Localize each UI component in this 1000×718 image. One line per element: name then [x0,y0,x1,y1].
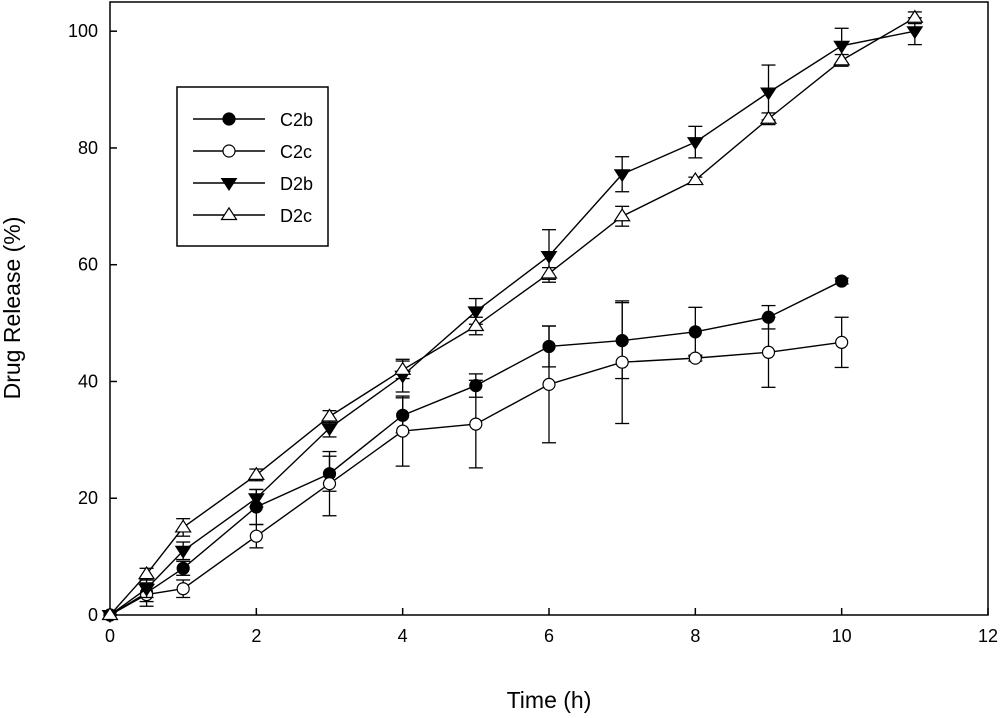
data-point-d2c [467,317,485,332]
data-point-c2c [469,417,483,431]
data-point-d2c [247,466,265,480]
legend-label-c2b: C2b [280,110,313,130]
data-point-d2b [247,493,265,507]
legend-marker-d2c [220,206,238,221]
x-tick-label: 4 [398,626,408,646]
data-point-d2b [906,26,924,40]
x-tick-label: 0 [105,626,115,646]
data-point-c2c [322,477,337,491]
data-point-d2c [833,52,851,66]
data-point-d2c [686,171,704,186]
legend-label-d2b: D2b [280,174,313,194]
data-point-c2c [542,377,556,391]
y-tick-label: 0 [88,605,98,625]
x-axis-title: Time (h) [507,687,592,713]
data-point-c2b [688,325,702,339]
data-point-d2c [613,208,631,222]
data-point-c2c [688,351,702,365]
x-tick-label: 8 [690,626,700,646]
data-point-d2b [321,423,338,437]
data-point-d2b [138,583,156,597]
data-point-c2c [835,335,849,349]
legend-label-c2c: C2c [280,142,312,162]
legend-box [176,86,329,247]
data-point-d2c [101,606,119,621]
x-tick-label: 2 [251,626,261,646]
y-tick-label: 40 [78,371,98,391]
data-point-d2c [320,408,339,422]
x-tick-label: 6 [544,626,554,646]
data-point-d2b [686,137,704,151]
data-point-d2c [394,361,412,375]
data-point-d2b [174,545,192,559]
series-d2c [101,9,924,621]
x-axis: 0 2 4 6 8 10 12 [105,608,998,646]
data-point-c2c [761,345,776,359]
y-tick-label: 60 [78,255,98,275]
data-point-d2b [760,87,777,101]
y-axis-title: Drug Release (%) [0,217,25,400]
legend-label-d2c: D2c [280,206,312,226]
data-point-d2c [906,9,924,23]
data-point-c2c [176,582,190,596]
legend-marker-d2b [220,178,238,192]
y-tick-label: 100 [68,21,98,41]
series-line-c2b [109,280,842,616]
legend: C2b C2c D2b D2c [176,86,329,247]
series-layer [101,9,924,624]
legend-marker-c2c [222,144,236,158]
data-point-d2c [759,110,778,124]
y-tick-label: 20 [78,488,98,508]
x-tick-label: 10 [832,626,852,646]
y-tick-label: 80 [78,138,98,158]
data-point-d2c [137,565,156,580]
data-point-c2c [396,424,410,438]
y-axis: 0 20 40 60 80 100 [68,21,117,625]
data-point-c2c [249,529,263,543]
data-point-c2c [615,355,629,369]
data-point-d2b [540,250,558,265]
data-point-d2c [540,265,558,279]
series-c2c [103,300,849,622]
legend-marker-c2b [222,112,236,126]
data-point-c2b [176,561,190,575]
data-point-d2b [833,40,851,54]
data-point-c2b [835,274,849,288]
data-point-d2c [174,519,192,533]
data-point-d2b [467,306,485,320]
x-tick-label: 12 [978,626,998,646]
data-point-d2b [613,169,631,183]
